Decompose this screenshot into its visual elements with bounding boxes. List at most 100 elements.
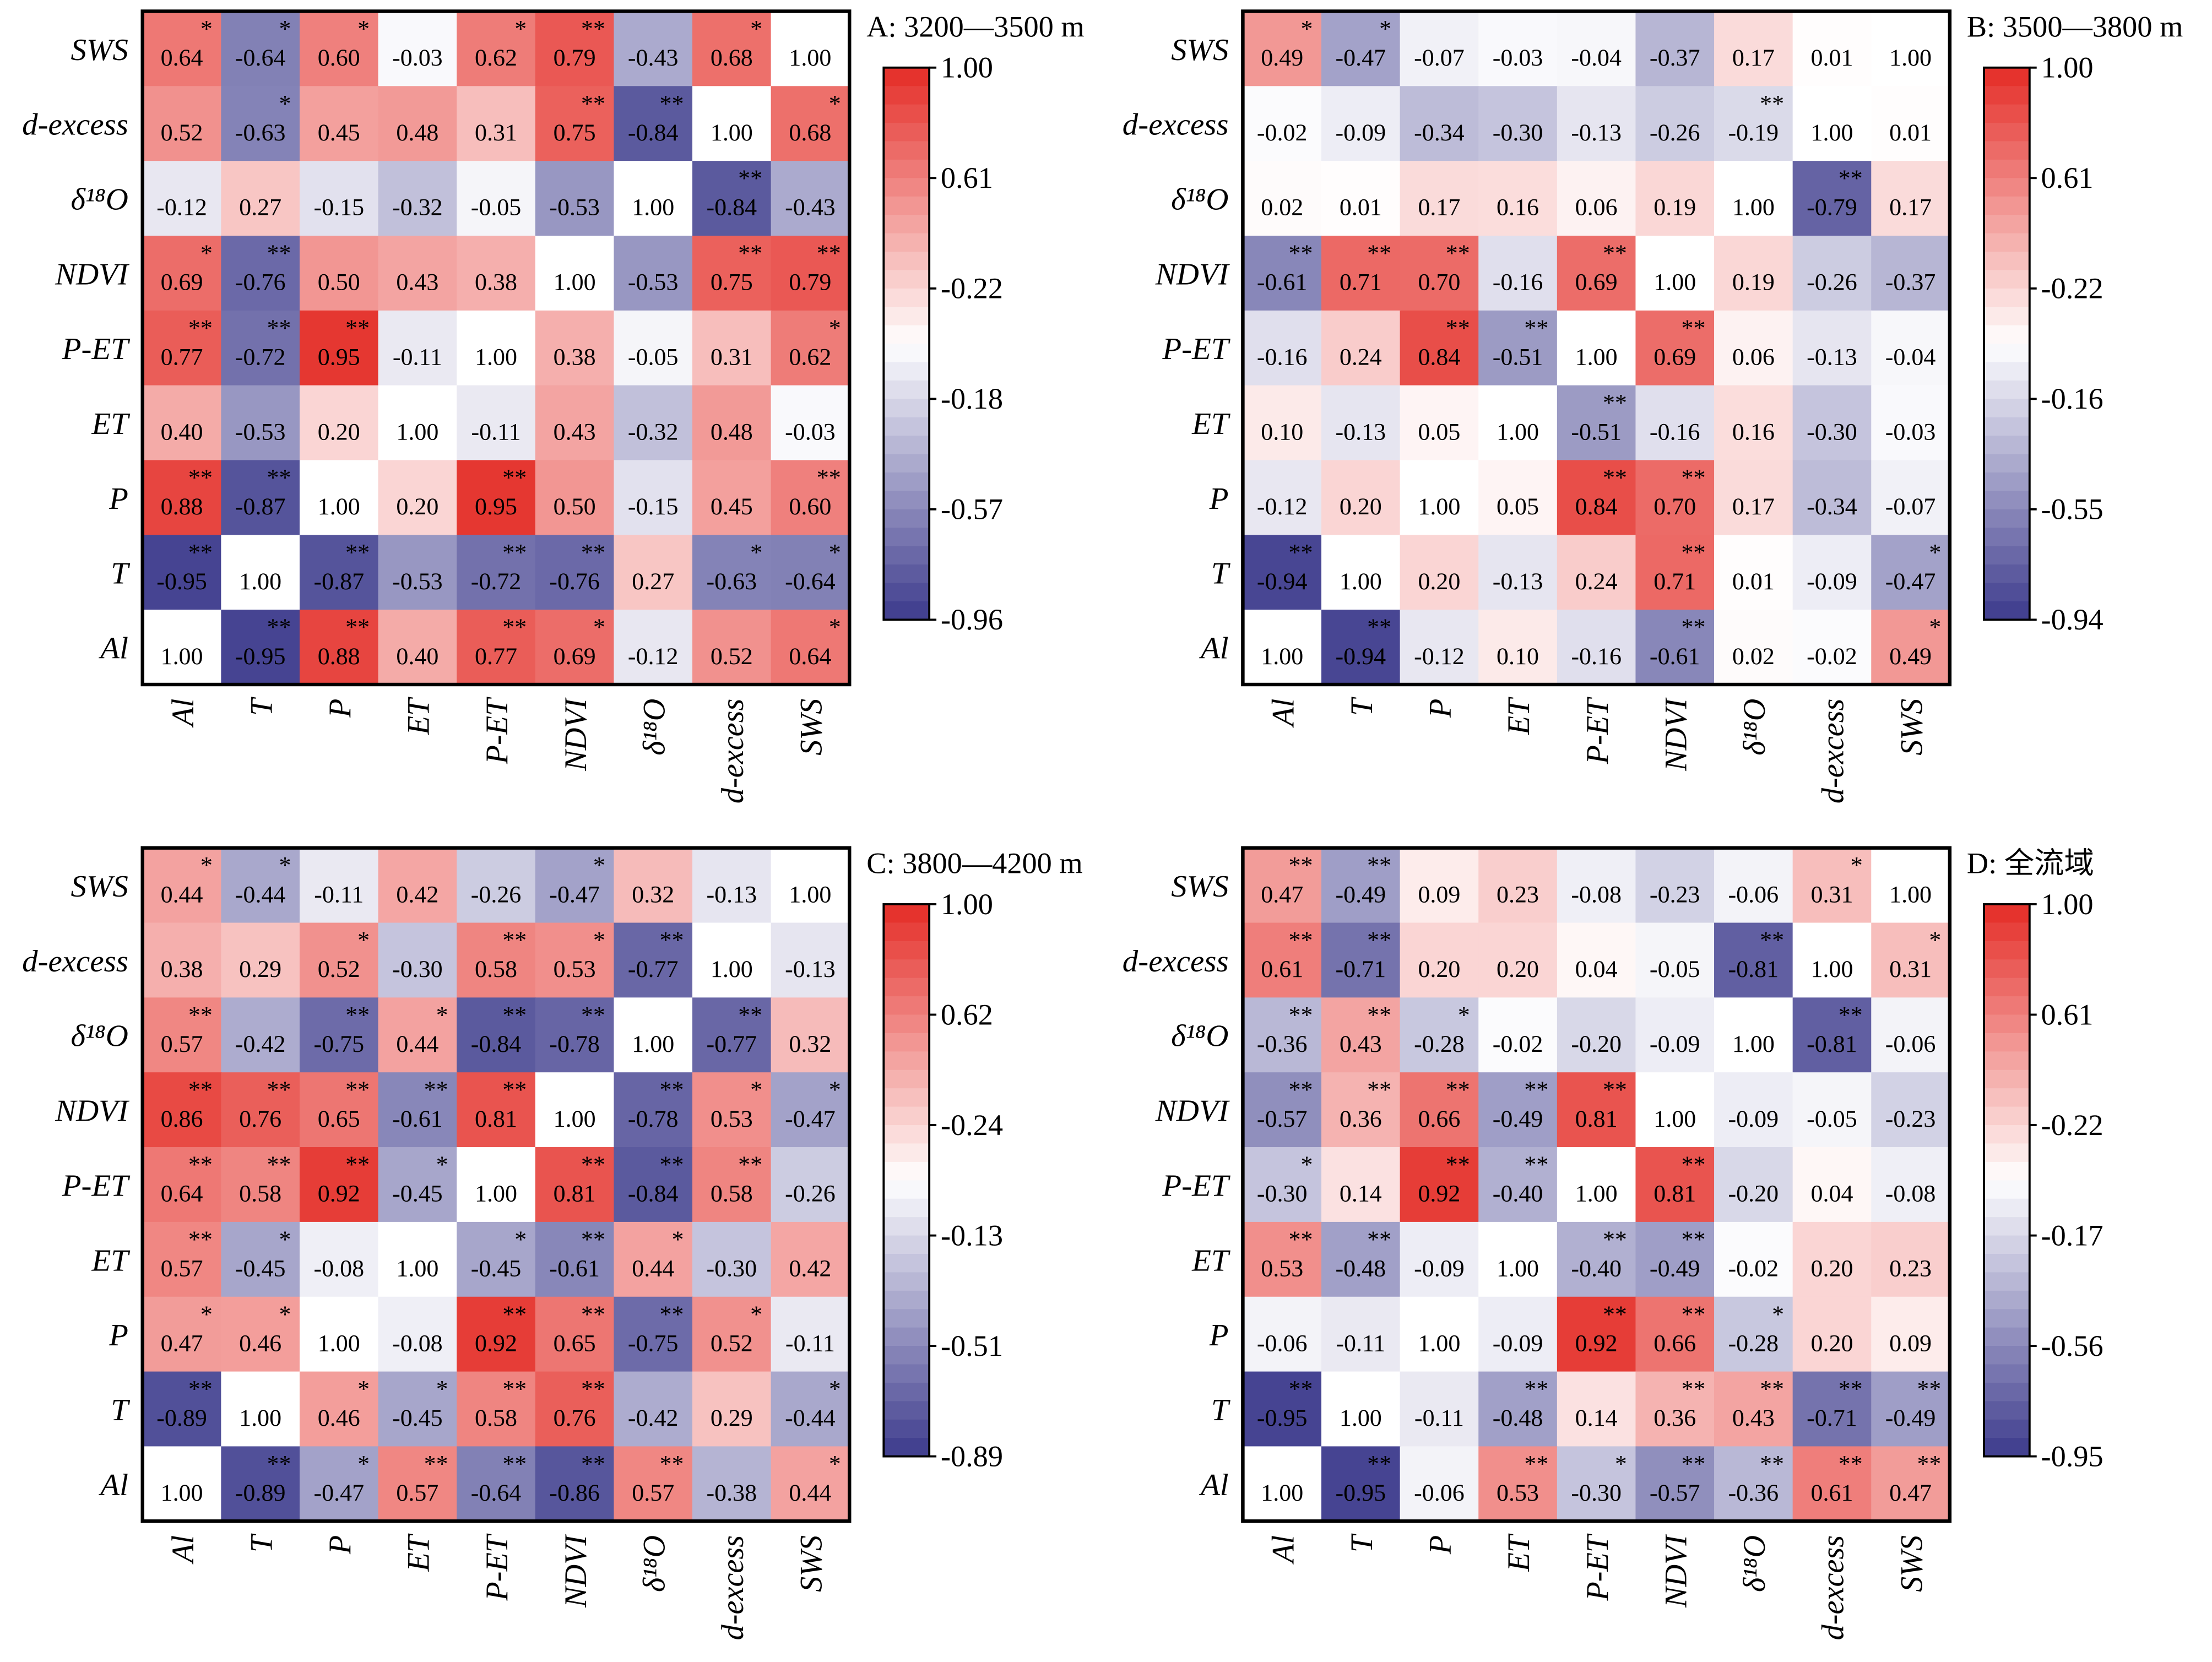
cell-value: -0.30: [1257, 1181, 1308, 1207]
heatmap-cell: [378, 922, 458, 998]
heatmap-cell: [692, 848, 772, 924]
cell-value: 1.00: [1497, 419, 1539, 445]
x-axis-label: d-excess: [1816, 699, 1850, 804]
heatmap-cell: [1557, 86, 1636, 162]
cell-value: 0.38: [475, 269, 517, 296]
colorbar-tick-label: -0.13: [941, 1219, 1003, 1252]
heatmap-cell: [221, 535, 301, 611]
heatmap-cell: [1714, 922, 1793, 998]
cell-value: -0.03: [1493, 45, 1543, 71]
heatmap-cell: [1635, 385, 1715, 461]
significance-star: **: [1524, 1077, 1548, 1103]
colorbar-band: [1983, 1235, 2030, 1255]
significance-star: **: [1603, 1077, 1627, 1103]
heatmap-cell: [1478, 11, 1558, 87]
heatmap-cell: [614, 997, 693, 1073]
heatmap-cell: [1400, 11, 1479, 87]
cell-value: 0.43: [396, 269, 438, 296]
cell-value: 1.00: [396, 419, 438, 445]
heatmap-cell: [1792, 848, 1872, 924]
heatmap-cell: [457, 1147, 536, 1223]
heatmap-cell: [771, 1072, 850, 1148]
colorbar-band: [883, 399, 930, 419]
cell-value: -0.43: [628, 45, 679, 71]
heatmap-cell: [1635, 235, 1715, 312]
colorbar-band: [1983, 1382, 2030, 1402]
heatmap-cell: [221, 1221, 301, 1298]
heatmap-cell: [142, 1371, 222, 1447]
cell-value: -0.30: [392, 956, 443, 982]
significance-star: **: [1524, 1152, 1548, 1178]
heatmap-cell: [142, 86, 222, 162]
cell-value: 1.00: [239, 1405, 281, 1431]
heatmap-cell: [1478, 1072, 1558, 1148]
colorbar-band: [883, 325, 930, 345]
y-axis-label: ET: [91, 1244, 130, 1278]
x-axis-label: P: [323, 699, 357, 718]
significance-star: *: [1379, 16, 1391, 42]
colorbar-band: [883, 904, 930, 924]
colorbar-tick-label: 0.62: [941, 998, 993, 1031]
heatmap-cell: [614, 86, 693, 162]
heatmap-cell: [457, 1371, 536, 1447]
heatmap-cell: [535, 235, 615, 312]
heatmap-cell: [142, 235, 222, 312]
colorbar-band: [883, 583, 930, 602]
heatmap-cell: [1557, 1371, 1636, 1447]
heatmap-cell: [299, 385, 379, 461]
colorbar-band: [1983, 270, 2030, 290]
heatmap-cell: [1871, 1371, 1951, 1447]
significance-star: **: [1760, 1376, 1784, 1403]
cell-value: 0.57: [396, 1480, 438, 1506]
y-axis-label: d-excess: [22, 108, 128, 142]
cell-value: 0.75: [711, 269, 753, 296]
cell-value: -0.03: [785, 419, 836, 445]
significance-star: **: [1367, 927, 1391, 954]
significance-star: **: [1524, 315, 1548, 341]
cell-value: 1.00: [475, 1181, 517, 1207]
cell-value: 0.81: [1575, 1106, 1618, 1132]
heatmap-cell: [535, 848, 615, 924]
heatmap-cell: [378, 535, 458, 611]
significance-star: *: [829, 1451, 841, 1478]
cell-value: -0.30: [1571, 1480, 1622, 1506]
cell-value: -0.13: [1807, 344, 1857, 371]
heatmap-cell: [1714, 11, 1793, 87]
colorbar-band: [1983, 564, 2030, 584]
colorbar-tick-label: -0.22: [941, 272, 1003, 305]
heatmap-cell: [1871, 610, 1951, 686]
cell-value: 0.09: [1418, 882, 1460, 908]
cell-value: -0.36: [1257, 1031, 1308, 1057]
significance-star: **: [188, 1077, 213, 1103]
heatmap-cell: [221, 1147, 301, 1223]
heatmap-cell: [378, 1072, 458, 1148]
heatmap-cell: [1635, 1221, 1715, 1298]
heatmap-cell: [1478, 1221, 1558, 1298]
cell-value: -0.81: [1807, 1031, 1857, 1057]
heatmap-cell: [692, 310, 772, 386]
heatmap-cell: [1635, 460, 1715, 536]
cell-value: -0.47: [313, 1480, 364, 1506]
cell-value: -0.36: [1728, 1480, 1779, 1506]
cell-value: 0.92: [318, 1181, 360, 1207]
heatmap-cell: [1792, 1371, 1872, 1447]
heatmap-cell: [221, 610, 301, 686]
cell-value: -0.28: [1414, 1031, 1465, 1057]
cell-value: 0.40: [161, 419, 203, 445]
heatmap-cell: [1321, 86, 1401, 162]
cell-value: -0.95: [156, 568, 207, 595]
cell-value: 0.31: [475, 120, 517, 146]
cell-value: -0.53: [549, 194, 600, 221]
colorbar-band: [883, 1180, 930, 1200]
heatmap-cell: [1478, 1371, 1558, 1447]
significance-star: **: [1839, 1002, 1863, 1029]
cell-value: 0.45: [318, 120, 360, 146]
cell-value: -0.47: [1885, 568, 1936, 595]
heatmap-cell: [378, 997, 458, 1073]
x-axis-label: P: [323, 1535, 357, 1555]
cell-value: -0.42: [235, 1031, 286, 1057]
significance-star: **: [817, 465, 841, 491]
cell-value: -0.26: [1650, 120, 1700, 146]
heatmap-cell: [299, 86, 379, 162]
cell-value: -0.26: [785, 1181, 836, 1207]
